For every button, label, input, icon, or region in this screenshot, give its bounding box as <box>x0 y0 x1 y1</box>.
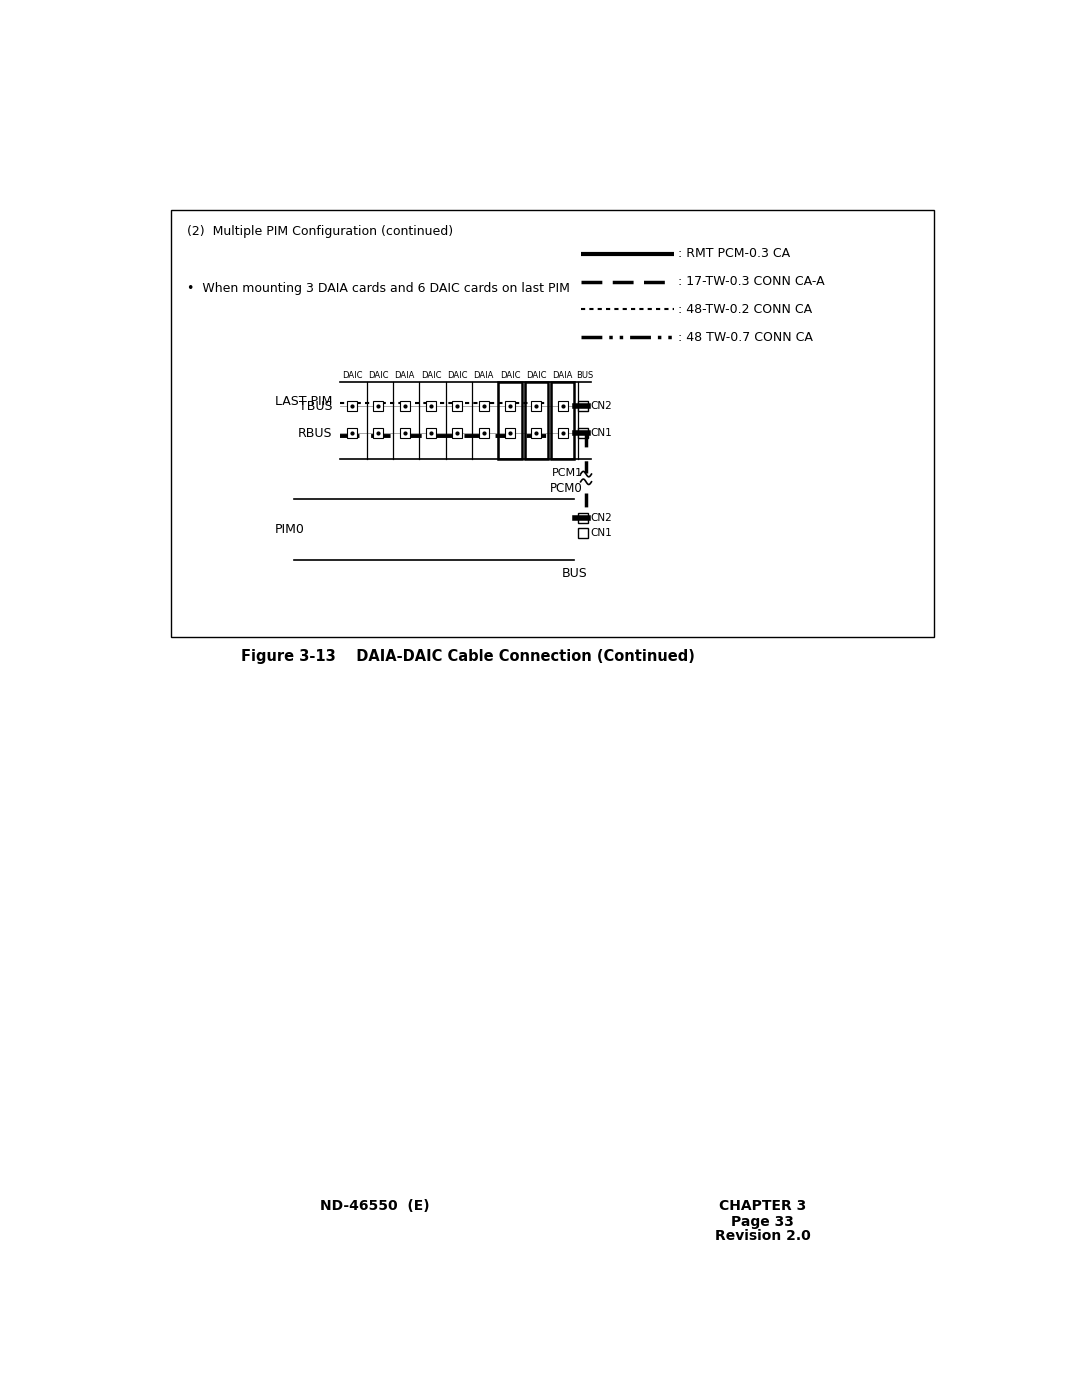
Bar <box>478 429 489 439</box>
Bar <box>400 401 409 411</box>
Bar <box>400 429 409 439</box>
Text: DAIC: DAIC <box>500 372 521 380</box>
Text: : RMT PCM-0.3 CA: : RMT PCM-0.3 CA <box>677 247 789 260</box>
Bar <box>557 401 568 411</box>
Bar <box>531 429 541 439</box>
Text: DAIC: DAIC <box>526 372 546 380</box>
Text: LAST PIM: LAST PIM <box>275 395 333 408</box>
Text: BUS: BUS <box>576 372 593 380</box>
Bar <box>478 401 489 411</box>
Bar <box>426 429 436 439</box>
Text: Revision 2.0: Revision 2.0 <box>715 1229 811 1243</box>
Bar <box>557 429 568 439</box>
Text: PCM1: PCM1 <box>552 468 583 478</box>
Text: CN1: CN1 <box>590 429 611 439</box>
Text: : 48-TW-0.2 CONN CA: : 48-TW-0.2 CONN CA <box>677 303 812 316</box>
Text: DAIC: DAIC <box>421 372 442 380</box>
Bar <box>453 429 462 439</box>
Bar <box>578 429 588 439</box>
Text: CHAPTER 3: CHAPTER 3 <box>719 1200 807 1214</box>
Bar <box>505 401 515 411</box>
Text: PIM0: PIM0 <box>274 522 305 536</box>
Bar <box>172 210 934 637</box>
Text: DAIA: DAIA <box>553 372 573 380</box>
Text: CN1: CN1 <box>590 528 611 538</box>
Text: CN2: CN2 <box>590 513 611 522</box>
Text: Figure 3-13    DAIA-DAIC Cable Connection (Continued): Figure 3-13 DAIA-DAIC Cable Connection (… <box>241 648 696 664</box>
Bar <box>499 381 522 458</box>
Text: (2)  Multiple PIM Configuration (continued): (2) Multiple PIM Configuration (continue… <box>187 225 453 239</box>
Bar <box>505 429 515 439</box>
Bar <box>426 401 436 411</box>
Text: PCM0: PCM0 <box>550 482 582 495</box>
Text: ND-46550  (E): ND-46550 (E) <box>321 1200 430 1214</box>
Bar <box>578 401 588 411</box>
Bar <box>551 381 575 458</box>
Bar <box>525 381 548 458</box>
Text: DAIC: DAIC <box>447 372 468 380</box>
Text: : 48 TW-0.7 CONN CA: : 48 TW-0.7 CONN CA <box>677 331 812 344</box>
Text: DAIC: DAIC <box>341 372 362 380</box>
Text: TBUS: TBUS <box>299 400 333 414</box>
Bar <box>578 513 588 522</box>
Bar <box>578 528 588 538</box>
Bar <box>531 401 541 411</box>
Text: DAIC: DAIC <box>368 372 389 380</box>
Text: BUS: BUS <box>562 567 588 580</box>
Text: CN2: CN2 <box>590 401 611 411</box>
Bar <box>374 401 383 411</box>
Text: •  When mounting 3 DAIA cards and 6 DAIC cards on last PIM: • When mounting 3 DAIA cards and 6 DAIC … <box>187 282 570 295</box>
Text: RBUS: RBUS <box>298 427 333 440</box>
Bar <box>453 401 462 411</box>
Text: : 17-TW-0.3 CONN CA-A: : 17-TW-0.3 CONN CA-A <box>677 275 824 288</box>
Bar <box>347 401 357 411</box>
Bar <box>347 429 357 439</box>
Text: DAIA: DAIA <box>473 372 494 380</box>
Text: DAIA: DAIA <box>394 372 415 380</box>
Bar <box>374 429 383 439</box>
Text: Page 33: Page 33 <box>731 1215 794 1229</box>
